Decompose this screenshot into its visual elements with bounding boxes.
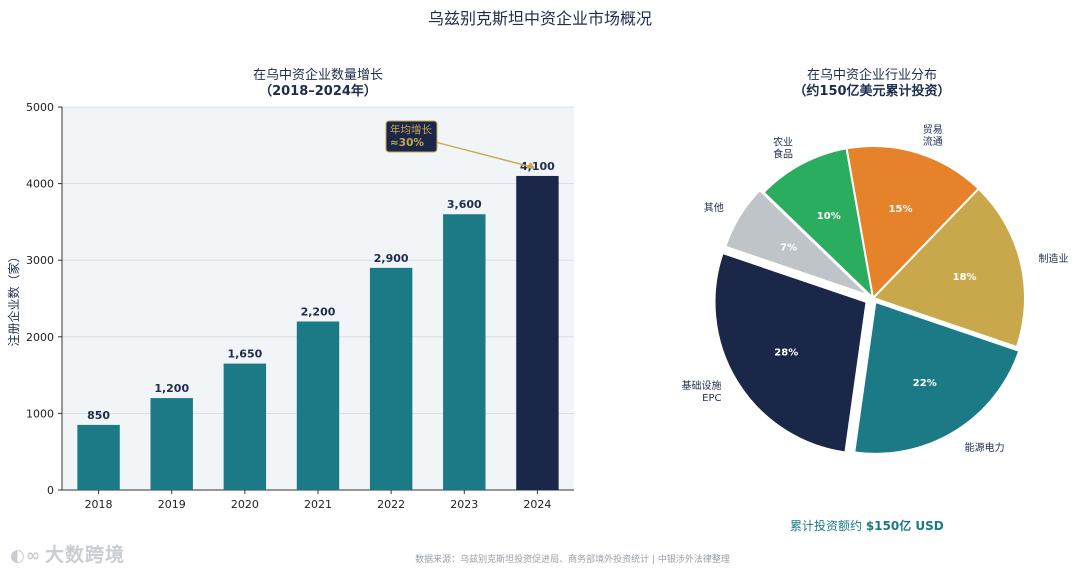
bar-2024 — [516, 175, 559, 490]
annotation-arrow — [436, 141, 532, 168]
pie-slice-制造业 — [871, 187, 1026, 349]
bar-2022 — [369, 267, 413, 490]
y-tick-label: 4000 — [26, 178, 54, 191]
x-tick-label: 2020 — [231, 498, 259, 511]
pie-category-label: 制造业 — [1038, 252, 1068, 265]
x-tick-label: 2018 — [85, 498, 113, 511]
pie-category-label: 基础设施 — [682, 379, 722, 392]
data-label: 850 — [87, 409, 110, 422]
data-label: 3,600 — [447, 198, 482, 211]
pie-slice-其他 — [723, 188, 870, 297]
watermark: ◐∞ 大数跨境 — [10, 544, 126, 566]
pie-category-label: 农业 — [773, 136, 793, 149]
watermark-logo-icon: ◐∞ — [10, 546, 41, 566]
pie-slice-基础设施EPC — [713, 251, 868, 454]
page-title: 乌兹别克斯坦中资企业市场概况 — [427, 9, 652, 28]
pie-category-label: 其他 — [704, 201, 724, 214]
data-label: 4,100 — [520, 160, 555, 173]
y-axis-label: 注册企业数（家） — [6, 250, 21, 346]
pie-chart-subtitle: （约150亿美元累计投资） — [793, 83, 950, 99]
pie-pct-label: 28% — [774, 347, 798, 358]
data-source-footer: 数据来源：乌兹别克斯坦投资促进局、商务部境外投资统计 | 中银涉外法律整理 — [415, 555, 730, 565]
data-label: 1,200 — [154, 382, 189, 395]
pie-chart-title: 在乌中资企业行业分布 — [807, 67, 937, 83]
annotation-arrowhead — [526, 161, 536, 169]
pie-slice-贸易流通 — [845, 145, 981, 301]
pie-category-label: EPC — [702, 393, 721, 404]
pie-pct-label: 15% — [889, 204, 913, 215]
bar-chart-subtitle: （2018–2024年） — [259, 83, 377, 99]
bar-2023 — [443, 214, 486, 491]
annotation-line2: ≈30% — [390, 137, 424, 149]
pie-category-label: 能源电力 — [965, 441, 1005, 454]
data-label: 1,650 — [227, 348, 262, 361]
y-tick-label: 1000 — [26, 407, 54, 420]
y-tick-label: 0 — [47, 484, 54, 497]
pie-slice-能源电力 — [853, 300, 1021, 455]
x-tick-label: 2023 — [450, 498, 478, 511]
pie-category-label: 贸易 — [923, 124, 943, 136]
x-tick-label: 2021 — [304, 498, 332, 511]
y-tick-label: 3000 — [26, 254, 54, 267]
x-tick-label: 2022 — [377, 498, 405, 511]
annotation-box — [385, 120, 438, 153]
y-tick-label: 5000 — [26, 101, 54, 114]
pie-category-label: 流通 — [923, 135, 943, 148]
pie-pct-label: 18% — [953, 272, 977, 283]
pie-slice-农业食品 — [762, 147, 875, 301]
y-tick-label: 2000 — [26, 331, 54, 344]
bar-2018 — [77, 424, 120, 490]
annotation-line1: 年均增长 — [390, 123, 432, 136]
pie-pct-label: 7% — [780, 243, 797, 254]
bar-2019 — [150, 398, 193, 490]
x-tick-label: 2019 — [158, 498, 186, 511]
pie-category-label: 食品 — [773, 148, 793, 161]
bar-2021 — [296, 321, 340, 490]
pie-pct-label: 22% — [913, 378, 937, 389]
bar-2020 — [223, 363, 267, 490]
data-label: 2,200 — [301, 305, 336, 318]
x-tick-label: 2024 — [523, 498, 551, 511]
total-investment-note: 累计投资额约 $150亿 USD — [790, 519, 944, 533]
pie-pct-label: 10% — [817, 211, 841, 222]
bar-chart-title: 在乌中资企业数量增长 — [253, 67, 383, 83]
bar-chart: 在乌中资企业数量增长 （2018–2024年） 0 1000 2000 3000 400… — [6, 67, 574, 511]
data-label: 2,900 — [374, 252, 409, 265]
